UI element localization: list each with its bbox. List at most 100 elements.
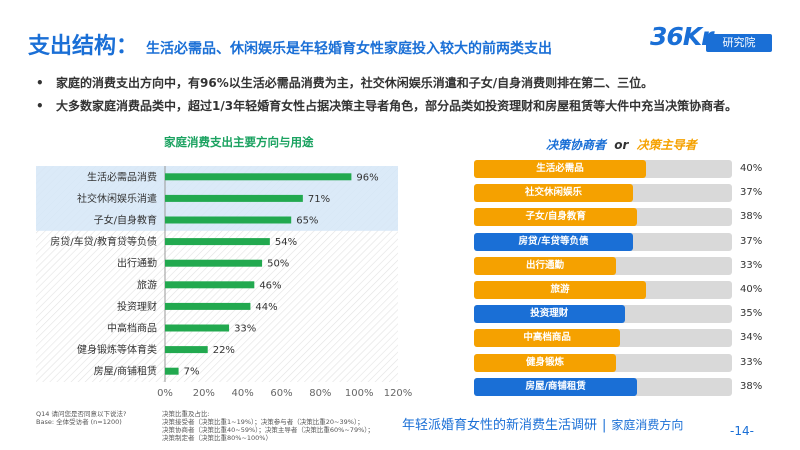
logo-mark: 36Kr (650, 22, 713, 51)
data-label: 33% (234, 324, 256, 335)
bar (165, 324, 230, 332)
footnote-line: 决策接受者（决策比重1~19%）；决策参与者（决策比重20~39%）； (162, 418, 364, 426)
x-tick-label: 0% (157, 388, 173, 399)
legend-leader: 决策主导者 (636, 138, 697, 152)
footnote-legend: 决策比重及占比: 决策接受者（决策比重1~19%）；决策参与者（决策比重20~39… (162, 410, 392, 442)
decision-bar-row: 中高档商品 34% (474, 329, 774, 348)
bullet-text: 大多数家庭消费品类中，超过1/3年轻婚育女性占据决策主导者角色，部分品类如投资理… (56, 99, 738, 113)
data-label: 46% (259, 280, 281, 291)
bar-track: 出行通勤 (474, 256, 732, 275)
bar-track: 投资理财 (474, 305, 732, 324)
x-tick-label: 80% (309, 388, 331, 399)
x-tick-label: 100% (345, 388, 374, 399)
bar-track: 生活必需品 (474, 160, 732, 178)
decision-bar-row: 出行通勤 33% (474, 256, 774, 275)
bar-track: 社交休闲娱乐 (474, 184, 732, 203)
bullet-dot: • (36, 99, 44, 113)
bar: 出行通勤 (474, 256, 616, 275)
left-chart-title: 家庭消费支出主要方向与用途 (164, 135, 314, 149)
bar (165, 367, 179, 375)
x-tick-label: 20% (193, 388, 215, 399)
footnote-line: Q14 请问您是否同意以下说法? (36, 410, 127, 418)
footer-title: 年轻派婚育女性的新消费生活调研 (402, 418, 598, 433)
bar-track: 房屋/商铺租赁 (474, 377, 732, 396)
bar: 健身锻炼 (474, 353, 616, 372)
data-label: 44% (255, 302, 277, 313)
category-label: 房贷/车贷/教育贷等负债 (50, 235, 157, 248)
footer-subtitle: 家庭消费方向 (611, 418, 684, 432)
decision-bar-row: 生活必需品 40% (474, 160, 774, 178)
page-header: 支出结构： 生活必需品、休闲娱乐是年轻婚育女性家庭投入较大的前两类支出 (28, 28, 552, 60)
bar (165, 173, 352, 181)
category-label: 健身锻炼等体育类 (77, 343, 157, 356)
bar: 生活必需品 (474, 160, 646, 178)
decision-bar-row: 社交休闲娱乐 37% (474, 184, 774, 203)
decision-bar-row: 投资理财 35% (474, 305, 774, 324)
bar: 旅游 (474, 281, 646, 299)
category-label: 旅游 (137, 278, 157, 291)
bar: 子女/自身教育 (474, 208, 638, 227)
data-label: 37% (740, 235, 763, 247)
bar-track: 房贷/车贷等负债 (474, 232, 732, 251)
bar-track: 中高档商品 (474, 329, 732, 348)
bullet-list: • 家庭的消费支出方向中，有96%以生活必需品消费为主，社交休闲娱乐消遣和子女/… (30, 72, 780, 118)
bar: 中高档商品 (474, 329, 621, 348)
bar (165, 302, 251, 310)
bullet-dot: • (36, 76, 44, 90)
bar-track: 健身锻炼 (474, 353, 732, 372)
bullet-text: 家庭的消费支出方向中，有96%以生活必需品消费为主，社交休闲娱乐消遣和子女/自身… (56, 76, 654, 90)
data-label: 40% (740, 163, 763, 174)
footnote-line: 决策制定者（决策比重80%~100%） (162, 434, 272, 442)
category-label: 房屋/商铺租赁 (94, 365, 157, 378)
bar (165, 238, 270, 246)
category-label: 子女/自身教育 (94, 214, 157, 227)
footnote-line: 决策协商者（决策比重40~59%）；决策主导者（决策比重60%~79%）； (162, 426, 375, 434)
x-tick-label: 40% (232, 388, 254, 399)
bar: 房屋/商铺租赁 (474, 377, 638, 396)
decision-bar-row: 子女/自身教育 38% (474, 208, 774, 227)
bar (165, 346, 208, 354)
page-title: 支出结构： (28, 34, 139, 59)
bar (165, 281, 255, 289)
footer-separator: | (602, 418, 607, 433)
data-label: 33% (740, 259, 763, 271)
bullet-item: • 大多数家庭消费品类中，超过1/3年轻婚育女性占据决策主导者角色，部分品类如投… (30, 95, 780, 118)
footnote-question: Q14 请问您是否同意以下说法? Base: 全体受访者 (n=1200) (36, 410, 156, 426)
data-label: 37% (740, 187, 763, 199)
right-chart-title: 决策协商者 or 决策主导者 (546, 136, 697, 153)
data-label: 40% (740, 284, 763, 295)
page-number: -14- (730, 424, 754, 438)
data-label: 33% (740, 356, 763, 368)
logo-badge: 研究院 (706, 34, 772, 52)
footnote-line: 决策比重及占比: (162, 410, 210, 418)
decision-bar-row: 健身锻炼 33% (474, 353, 774, 372)
data-label: 22% (213, 345, 235, 356)
data-label: 38% (740, 211, 763, 223)
data-label: 38% (740, 380, 763, 392)
legend-or: or (614, 138, 629, 152)
bar: 投资理财 (474, 305, 625, 324)
bar: 房贷/车贷等负债 (474, 232, 634, 251)
data-label: 71% (308, 194, 330, 205)
data-label: 50% (267, 259, 289, 270)
logo: 36Kr 研究院 (650, 22, 774, 58)
category-label: 中高档商品 (107, 322, 157, 335)
bullet-item: • 家庭的消费支出方向中，有96%以生活必需品消费为主，社交休闲娱乐消遣和子女/… (30, 72, 780, 95)
bar-track: 子女/自身教育 (474, 208, 732, 227)
data-label: 54% (275, 237, 297, 248)
category-label: 投资理财 (117, 300, 157, 313)
data-label: 96% (356, 172, 378, 183)
bar-track: 旅游 (474, 281, 732, 299)
data-label: 35% (740, 308, 763, 320)
data-label: 34% (740, 332, 763, 344)
decision-bar-row: 旅游 40% (474, 281, 774, 299)
decision-bar-row: 房贷/车贷等负债 37% (474, 232, 774, 251)
bar (165, 216, 292, 224)
category-label: 生活必需品消费 (87, 170, 157, 183)
decision-bar-row: 房屋/商铺租赁 38% (474, 377, 774, 396)
footer: 年轻派婚育女性的新消费生活调研 | 家庭消费方向 (402, 414, 683, 433)
bar (165, 259, 263, 267)
x-tick-label: 60% (270, 388, 292, 399)
bar (165, 194, 303, 202)
footnote-question-text: Q14 请问您是否同意以下说法? Base: 全体受访者 (n=1200) (36, 410, 156, 426)
